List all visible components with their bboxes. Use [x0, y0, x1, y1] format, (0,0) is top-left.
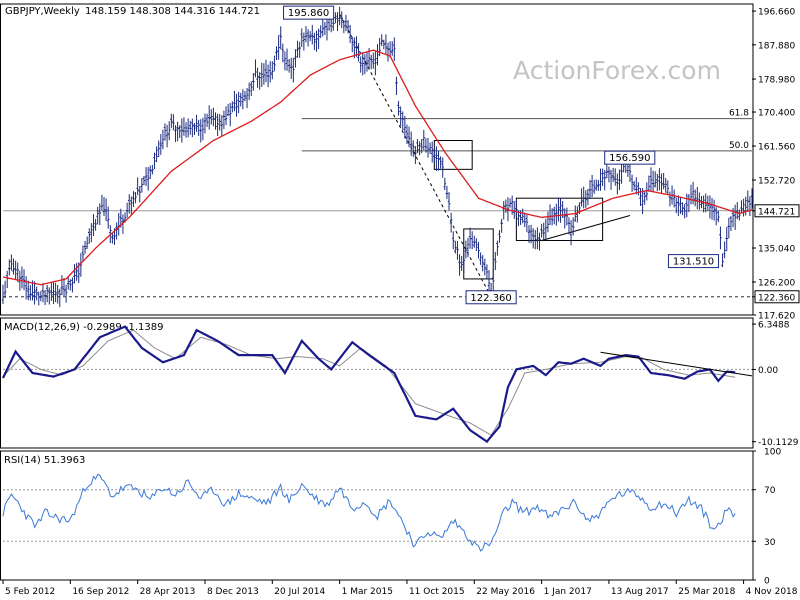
price-y-tick-label: 196.660 [758, 8, 795, 18]
x-axis-label: 16 Sep 2012 [72, 587, 129, 597]
x-axis-label: 5 Feb 2012 [5, 587, 55, 597]
x-axis-label: 1 Mar 2015 [342, 587, 393, 597]
rsi-y-tick-label: 0 [764, 577, 770, 587]
fib-level-label: 61.8 [729, 109, 749, 119]
price-callout-box [465, 290, 517, 305]
pattern-box [515, 197, 604, 241]
x-axis-label: 1 Jan 2017 [544, 587, 592, 597]
x-axis-label: 11 Oct 2015 [409, 587, 465, 597]
price-callout-box [604, 150, 656, 165]
price-panel-frame [0, 3, 754, 316]
price-y-tick-label: 117.620 [758, 312, 795, 322]
price-tag-box [754, 290, 800, 304]
rsi-panel-frame [0, 450, 754, 581]
moving-average-line [2, 49, 753, 286]
trendline [541, 215, 631, 241]
macd-y-tick-label: 0.00 [758, 366, 778, 376]
price-callout-box [667, 254, 720, 269]
price-y-tick-label: 170.400 [758, 109, 795, 119]
rsi-line [2, 473, 736, 552]
price-callout-label: 131.510 [673, 257, 714, 268]
macd-line [2, 325, 736, 444]
x-axis-label: 20 Jul 2014 [274, 587, 325, 597]
x-axis-label: 13 Aug 2017 [611, 587, 669, 597]
x-axis-label: 22 May 2016 [476, 587, 535, 597]
macd-trendline [600, 351, 753, 377]
price-y-tick-label: 152.720 [758, 177, 795, 187]
price-y-tick-label: 126.200 [758, 279, 795, 289]
rsi-y-tick-label: 70 [764, 486, 776, 496]
fib-level-label: 50.0 [729, 141, 749, 151]
price-y-tick-label: 187.880 [758, 41, 795, 51]
price-y-tick-label: 161.560 [758, 143, 795, 153]
x-axis-label: 4 Nov 2018 [746, 587, 798, 597]
macd-legend: MACD(12,26,9) -0.2989 -1.1389 [4, 322, 164, 333]
rsi-y-tick-label: 30 [764, 538, 776, 548]
x-axis-label: 25 Mar 2018 [678, 587, 735, 597]
price-tag-box [754, 204, 800, 218]
macd-panel-frame [0, 317, 754, 449]
x-axis-label: 28 Apr 2013 [140, 587, 196, 597]
price-y-tick-label: 135.040 [758, 245, 795, 255]
price-callout-label: 122.360 [470, 293, 511, 304]
symbol-label: GBPJPY,Weekly [5, 6, 80, 17]
price-callout-label: 156.590 [609, 153, 650, 164]
macd-y-tick-label: 6.3488 [758, 321, 790, 331]
ohlc-readout: 148.159 148.308 144.316 144.721 [85, 6, 260, 17]
watermark: ActionForex.com [513, 56, 721, 85]
price-y-tick-label: 178.980 [758, 76, 795, 86]
price-callout-box [283, 5, 335, 20]
rsi-y-tick-label: 100 [764, 448, 781, 458]
rsi-legend: RSI(14) 51.3963 [4, 455, 85, 466]
price-y-tick-label: 122.360 [758, 293, 795, 303]
macd-y-tick-label: -10.1129 [758, 438, 799, 448]
price-callout-label: 195.860 [288, 8, 329, 19]
price-y-tick-label: 144.721 [758, 207, 795, 217]
x-axis-label: 8 Dec 2013 [207, 587, 259, 597]
